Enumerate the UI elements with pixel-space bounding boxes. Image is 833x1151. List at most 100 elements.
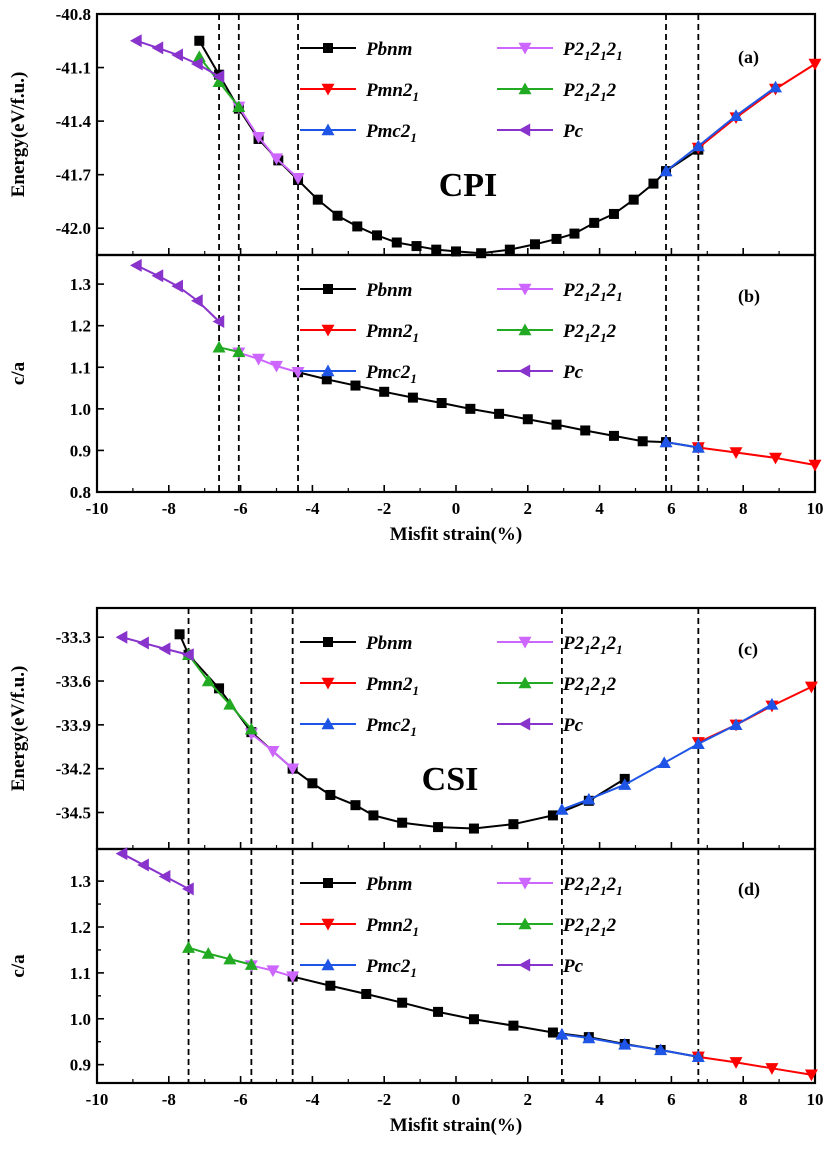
series-line-pmn21 bbox=[698, 446, 816, 466]
x-tick-label: 8 bbox=[739, 499, 748, 518]
data-point-pc bbox=[212, 315, 225, 329]
data-point-pc bbox=[171, 48, 183, 62]
data-point-pbnm bbox=[476, 248, 487, 259]
data-point-pmc21 bbox=[691, 139, 705, 152]
data-point-pbnm bbox=[637, 436, 648, 447]
data-point-pbnm bbox=[504, 244, 515, 255]
data-point-pmc21 bbox=[618, 1037, 632, 1050]
y-tick-label: 1.1 bbox=[70, 358, 91, 377]
data-point-pc bbox=[115, 847, 128, 861]
data-point-pmn21 bbox=[808, 459, 822, 472]
data-point-pbnm bbox=[468, 823, 479, 834]
y-axis-label: c/a bbox=[8, 954, 29, 978]
data-point-pmn21 bbox=[729, 1057, 743, 1069]
data-point-p212121 bbox=[266, 965, 280, 978]
data-point-pbnm bbox=[361, 988, 372, 999]
data-point-p21212 bbox=[201, 947, 215, 959]
x-tick-label: -2 bbox=[377, 1090, 391, 1109]
legend-marker bbox=[518, 123, 531, 137]
plot-frame bbox=[95, 847, 817, 1085]
data-point-pmc21 bbox=[729, 109, 743, 121]
y-axis-label: c/a bbox=[8, 361, 29, 385]
data-point-p21212 bbox=[244, 958, 258, 970]
x-tick-label: -2 bbox=[377, 499, 391, 518]
x-tick-label: 10 bbox=[807, 499, 824, 518]
x-tick-label: 10 bbox=[807, 1090, 824, 1109]
data-point-pmn21 bbox=[808, 58, 822, 71]
panel-c: -33.3 -33.6 -33.9 -34.2 -34.5 Energy(eV/f.u.)… bbox=[8, 606, 818, 851]
y-tick-label: 1.0 bbox=[70, 400, 91, 419]
legend-label-pbnm: Pbnm bbox=[365, 633, 412, 654]
data-point-p212121 bbox=[252, 131, 266, 144]
panel-label: (c) bbox=[738, 639, 758, 660]
legend-label-p21212: P21212 bbox=[562, 80, 617, 104]
data-point-pbnm bbox=[431, 244, 442, 255]
legend-marker bbox=[518, 917, 532, 930]
data-point-pmn21 bbox=[804, 681, 818, 694]
legend-marker bbox=[321, 958, 335, 971]
x-tick-label: 8 bbox=[739, 1090, 748, 1109]
data-point-pbnm bbox=[551, 233, 562, 244]
series-line-pmc21 bbox=[561, 1033, 699, 1058]
series-line-pc bbox=[121, 636, 189, 656]
data-point-pbnm bbox=[547, 810, 558, 821]
data-point-pbnm bbox=[580, 425, 591, 436]
data-point-pbnm bbox=[468, 1014, 479, 1025]
x-tick-label: 2 bbox=[524, 499, 533, 518]
series-line-pmc21 bbox=[665, 86, 777, 172]
legend-label-p212121: P212121 bbox=[562, 280, 623, 304]
data-point-pmc21 bbox=[765, 697, 779, 710]
x-tick-label: -8 bbox=[162, 1090, 176, 1109]
data-point-p212121 bbox=[286, 763, 300, 776]
data-point-pbnm bbox=[372, 230, 383, 241]
x-tick-label: 0 bbox=[452, 1090, 461, 1109]
legend-label-p212121: P212121 bbox=[562, 633, 623, 657]
data-point-pbnm bbox=[465, 403, 476, 414]
x-tick-label: 4 bbox=[595, 499, 604, 518]
series-line-pmn21 bbox=[697, 63, 816, 149]
plot-frame bbox=[95, 606, 817, 851]
data-point-pbnm bbox=[397, 997, 408, 1008]
data-point-pbnm bbox=[368, 810, 379, 821]
data-point-pbnm bbox=[547, 1027, 558, 1038]
data-point-pmc21 bbox=[582, 1031, 596, 1044]
data-point-pbnm bbox=[608, 430, 619, 441]
legend-label-pmc21: Pmc21 bbox=[365, 956, 417, 980]
legend-marker bbox=[518, 283, 532, 296]
y-tick-label: -41.4 bbox=[56, 112, 92, 131]
legend-marker bbox=[321, 364, 335, 377]
legend-marker bbox=[321, 717, 335, 730]
data-point-p21212 bbox=[212, 340, 226, 353]
series-line-pbnm bbox=[292, 975, 699, 1058]
y-tick-label: 1.3 bbox=[70, 275, 91, 294]
data-point-pbnm bbox=[350, 380, 361, 391]
data-point-pbnm bbox=[321, 374, 332, 385]
data-point-p212121 bbox=[266, 745, 280, 758]
data-point-pc bbox=[137, 858, 149, 872]
plot-frame bbox=[95, 253, 817, 494]
data-point-pc bbox=[191, 294, 203, 308]
material-label: CSI bbox=[422, 761, 479, 798]
x-tick-label: -6 bbox=[234, 1090, 248, 1109]
data-point-p21212 bbox=[212, 75, 226, 88]
legend-label-p212121: P212121 bbox=[562, 39, 623, 63]
data-point-pbnm bbox=[391, 237, 402, 248]
data-point-pmc21 bbox=[769, 80, 783, 93]
legend-label-pmn21: Pmn21 bbox=[365, 915, 419, 939]
y-tick-label: -41.7 bbox=[56, 166, 92, 185]
data-point-p21212 bbox=[232, 345, 246, 358]
data-point-pbnm bbox=[551, 419, 562, 430]
data-point-pbnm bbox=[508, 819, 519, 830]
legend-label-p21212: P21212 bbox=[562, 915, 617, 939]
panel-a: -40.8 -41.1 -41.4 -41.7 -42.0 Energy(eV/f.u.)… bbox=[8, 5, 822, 259]
legend-marker bbox=[321, 123, 335, 136]
x-tick-label: 6 bbox=[667, 1090, 676, 1109]
data-point-pmc21 bbox=[729, 718, 743, 731]
data-point-pbnm bbox=[307, 778, 318, 789]
legend-label-pmc21: Pmc21 bbox=[365, 121, 417, 145]
data-point-p21212 bbox=[244, 722, 258, 735]
legend-marker bbox=[323, 637, 333, 647]
data-point-pbnm bbox=[407, 392, 418, 403]
x-tick-label: -4 bbox=[305, 1090, 320, 1109]
